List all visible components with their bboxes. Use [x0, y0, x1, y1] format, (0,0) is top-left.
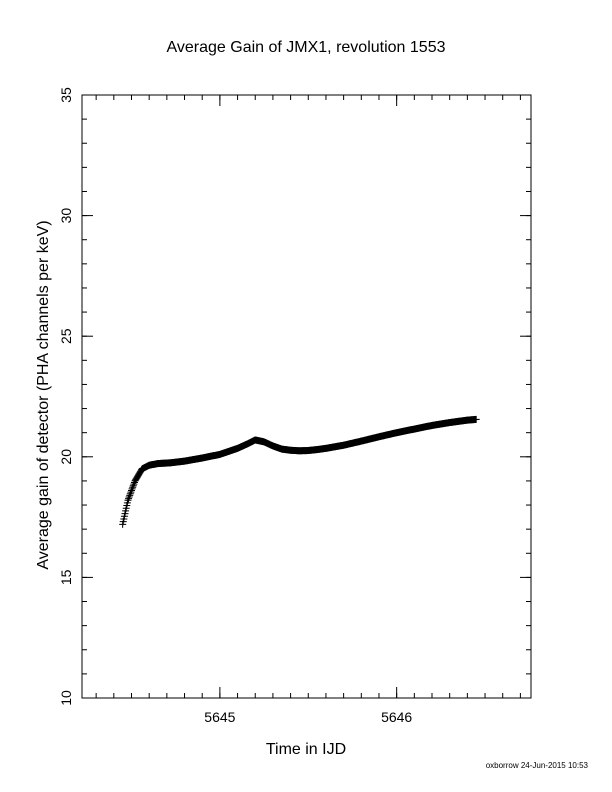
data-point [124, 496, 132, 504]
data-series [119, 415, 480, 528]
y-axis-label: Average gain of detector (PHA channels p… [35, 220, 52, 569]
x-tick-label: 5645 [204, 709, 235, 725]
data-point [125, 493, 133, 501]
footer-stamp: oxborrow 24-Jun-2015 10:53 [486, 761, 589, 770]
y-tick-label: 10 [58, 690, 74, 706]
x-axis-label: Time in IJD [266, 741, 346, 758]
chart-title: Average Gain of JMX1, revolution 1553 [167, 39, 446, 56]
data-point [128, 487, 136, 495]
data-point [129, 483, 137, 491]
data-point [129, 482, 137, 490]
y-tick-label: 30 [58, 208, 74, 224]
minor-ticks [82, 94, 531, 699]
y-tick-label: 25 [58, 328, 74, 344]
tick-labels: 5645 5646 10 15 20 25 30 35 [58, 87, 412, 725]
data-point [128, 485, 136, 493]
major-ticks [82, 94, 531, 699]
data-point [126, 490, 134, 498]
data-point [126, 491, 134, 499]
x-tick-label: 5646 [381, 709, 412, 725]
y-tick-label: 15 [58, 569, 74, 585]
y-tick-label: 35 [58, 87, 74, 103]
data-point [130, 480, 138, 488]
plot-frame [81, 94, 532, 699]
data-point [127, 488, 135, 496]
data-point [125, 495, 133, 503]
data-point [472, 415, 480, 423]
y-tick-label: 20 [58, 449, 74, 465]
